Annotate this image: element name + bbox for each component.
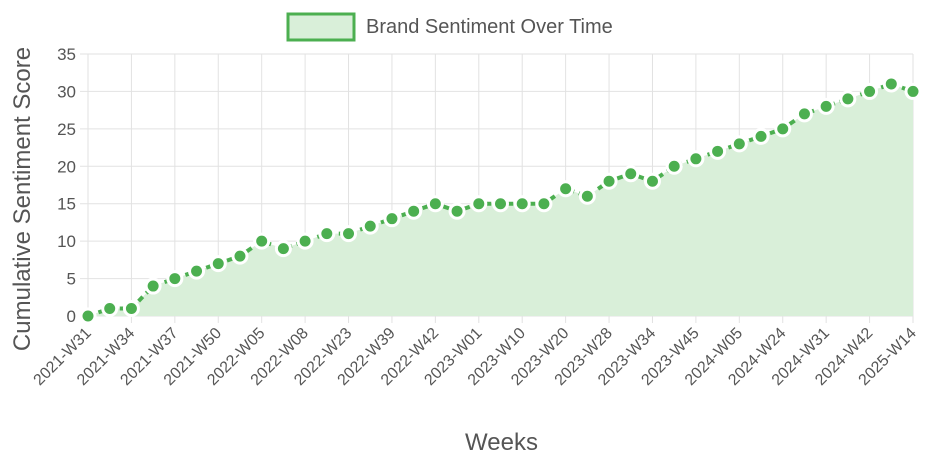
data-point [318,225,336,243]
data-point [79,307,97,325]
data-point [166,270,184,288]
legend[interactable]: Brand Sentiment Over Time [286,12,613,42]
y-tick-label: 5 [67,270,76,289]
series-layer [79,75,922,325]
y-tick-label: 10 [57,232,76,251]
data-point [578,187,596,205]
x-axis-title: Weeks [465,429,538,456]
data-point [839,90,857,108]
legend-swatch [286,12,356,42]
y-tick-label: 15 [57,195,76,214]
data-point [361,217,379,235]
data-point [122,300,140,318]
data-point [188,262,206,280]
data-point [709,142,727,160]
y-tick-label: 25 [57,120,76,139]
data-point [795,105,813,123]
data-point [730,135,748,153]
data-point [296,232,314,250]
data-point [665,157,683,175]
y-tick-label: 0 [67,307,76,326]
data-point [882,75,900,93]
data-point [144,277,162,295]
data-point [101,300,119,318]
y-axis-title: Cumulative Sentiment Score [9,47,36,351]
data-point [752,127,770,145]
y-tick-label: 20 [57,157,76,176]
data-point [904,82,922,100]
data-point [535,195,553,213]
data-point [426,195,444,213]
data-point [209,255,227,273]
y-tick-label: 30 [57,82,76,101]
data-point [513,195,531,213]
data-point [253,232,271,250]
series-area-fill [88,83,913,316]
legend-label: Brand Sentiment Over Time [366,16,613,38]
data-point [774,120,792,138]
data-point [448,202,466,220]
data-point [622,165,640,183]
data-point [643,172,661,190]
data-point [231,247,249,265]
data-point [687,150,705,168]
data-point [274,240,292,258]
data-point [861,82,879,100]
data-point [405,202,423,220]
y-axis-ticks: 0 5 10 15 20 25 30 35 [57,45,76,326]
data-point [817,97,835,115]
x-axis-ticks: 2021-W312021-W342021-W372021-W502022-W05… [31,325,920,389]
data-point [470,195,488,213]
data-point [557,180,575,198]
data-point [383,210,401,228]
data-point [600,172,618,190]
data-point [340,225,358,243]
y-tick-label: 35 [57,45,76,64]
data-point [492,195,509,213]
